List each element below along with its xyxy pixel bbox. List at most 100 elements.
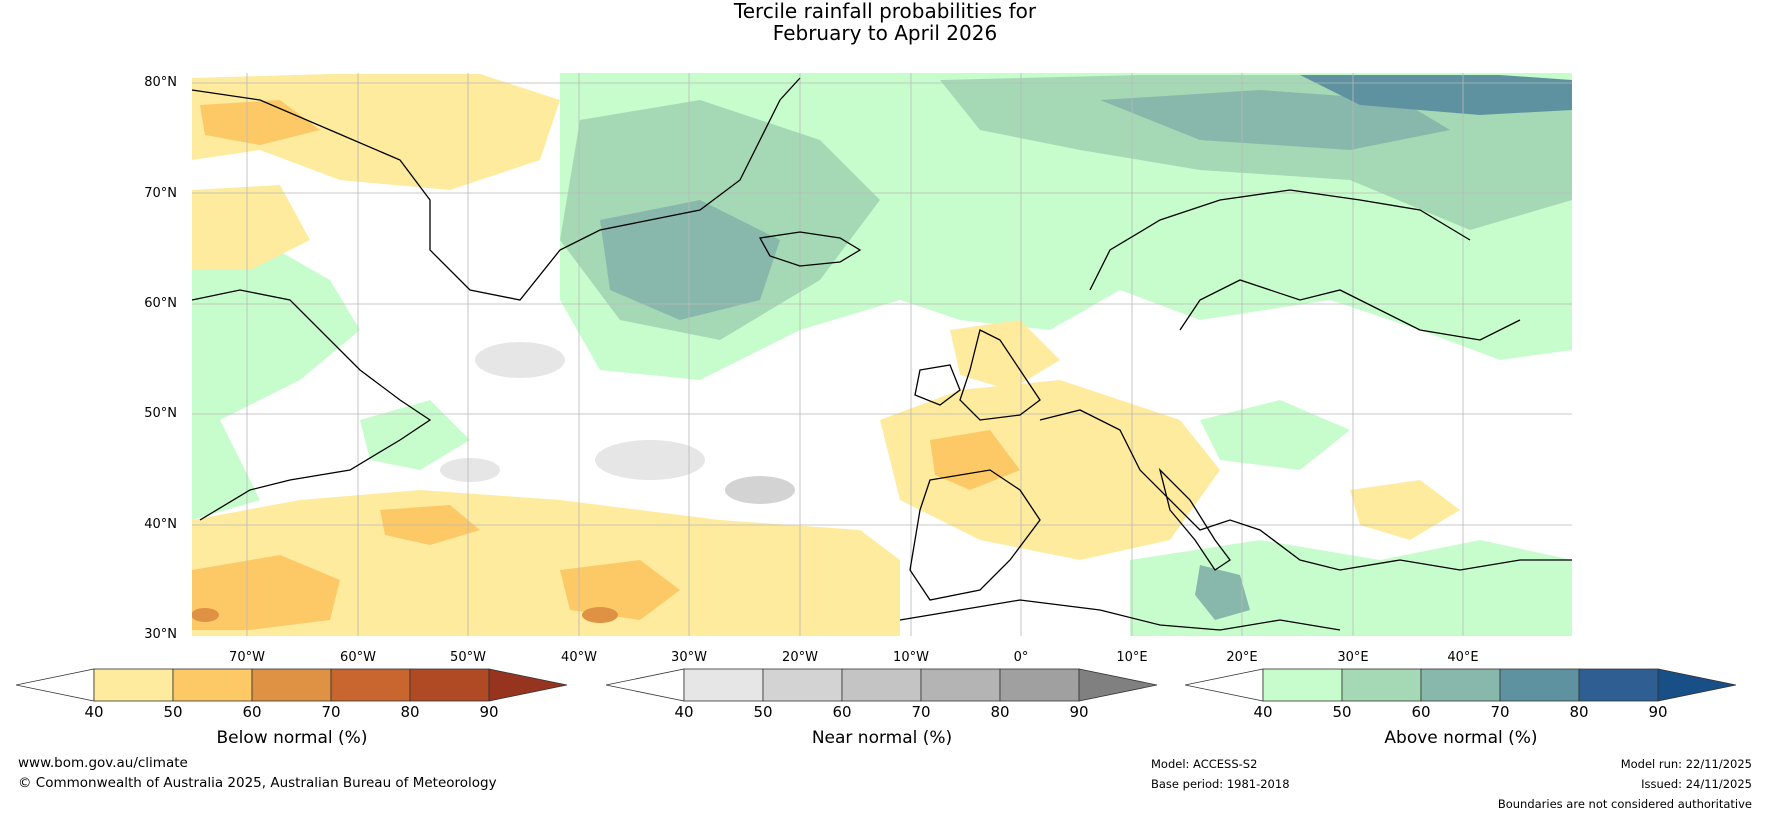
disclaimer-text: Boundaries are not considered authoritat… [1497, 797, 1752, 811]
issued-text: Issued: 24/11/2025 [1641, 777, 1752, 791]
colorbar-segment [1499, 668, 1580, 702]
lon-label: 30°E [1337, 650, 1369, 665]
greenland-coast [191, 77, 801, 301]
colorbar-tick-label: 90 [1069, 703, 1089, 721]
italy-coast [1158, 467, 1231, 571]
lon-label: 40°E [1447, 650, 1479, 665]
colorbar-tick-label: 80 [1569, 703, 1589, 721]
near-normal-region [725, 476, 795, 504]
colorbar-tick-label: 50 [753, 703, 773, 721]
below-normal-region [192, 490, 900, 636]
colorbar-segment [1420, 668, 1501, 702]
lon-label: 10°E [1116, 650, 1148, 665]
website-link[interactable]: www.bom.gov.au/climate [18, 755, 188, 771]
below-normal-region [200, 100, 320, 145]
colorbar-segment [683, 668, 764, 702]
colorbar-segment [1578, 668, 1659, 702]
iceland-coast [758, 231, 862, 267]
colorbar-tick-label: 90 [1648, 703, 1668, 721]
below-normal-region [582, 607, 618, 623]
colorbar-label-below: Below normal (%) [216, 728, 368, 748]
lat-label: 70°N [144, 186, 177, 201]
colorbar-tick-label: 70 [321, 703, 341, 721]
colorbar-segment [409, 668, 490, 702]
colorbar-extend-high [1657, 668, 1737, 702]
colorbar-tick-label: 60 [1411, 703, 1431, 721]
colorbar-tick-label: 60 [242, 703, 262, 721]
colorbar-segment [93, 668, 174, 702]
lon-label: 10°W [893, 650, 929, 665]
colorbar-label-near: Near normal (%) [811, 728, 953, 748]
lon-label: 0° [1013, 650, 1029, 665]
scandinavia-coast [1179, 279, 1521, 341]
above-normal-region [600, 200, 780, 320]
colorbar-segment [1341, 668, 1422, 702]
below-normal-region [192, 555, 340, 630]
near-normal-region [595, 440, 705, 480]
colorbar-tick-label: 90 [479, 703, 499, 721]
lat-label: 30°N [144, 627, 177, 642]
map-title-line1: Tercile rainfall probabilities for [733, 0, 1037, 23]
colorbar-above-normal [1185, 668, 1737, 702]
lon-label: 40°W [561, 650, 597, 665]
below-normal-region [880, 380, 1220, 560]
europe-coast [1039, 409, 1572, 571]
coastlines [191, 77, 1572, 631]
colorbar-extend-low [1185, 668, 1264, 702]
above-normal-region [1200, 400, 1350, 470]
colorbar-segment [762, 668, 843, 702]
base-period-text: Base period: 1981-2018 [1151, 777, 1290, 791]
lon-label: 20°E [1226, 650, 1258, 665]
colorbar-tick-label: 60 [832, 703, 852, 721]
colorbar-tick-label: 70 [911, 703, 931, 721]
colorbar-below-normal [16, 668, 568, 702]
colorbar-label-above: Above normal (%) [1384, 728, 1538, 748]
above-normal-region [192, 240, 360, 520]
lon-label: 60°W [340, 650, 376, 665]
lon-label: 20°W [782, 650, 818, 665]
below-normal-region [560, 560, 680, 620]
below-normal-region [192, 185, 310, 270]
map-title-line2: February to April 2026 [772, 21, 998, 45]
colorbar-segment [841, 668, 922, 702]
near-normal-region [440, 458, 500, 482]
colorbar-extend-low [16, 668, 95, 702]
colorbar-tick-label: 50 [1332, 703, 1352, 721]
copyright-text: © Commonwealth of Australia 2025, Austra… [18, 775, 497, 791]
colorbar-tick-label: 80 [990, 703, 1010, 721]
lon-label: 30°W [671, 650, 707, 665]
africa-coast [899, 599, 1341, 631]
colorbar-segment [920, 668, 1001, 702]
colorbar-extend-high [488, 668, 568, 702]
colorbar-tick-label: 40 [84, 703, 104, 721]
lon-label: 70°W [229, 650, 265, 665]
colorbar-segment [172, 668, 253, 702]
colorbar-tick-label: 80 [400, 703, 420, 721]
below-normal-region [192, 608, 219, 622]
map-gridlines [192, 73, 1572, 636]
colorbar-extend-high [1078, 668, 1158, 702]
colorbar-segment [1262, 668, 1343, 702]
above-normal-region [1195, 565, 1250, 620]
iberia-coast [909, 469, 1041, 601]
model-run-text: Model run: 22/11/2025 [1620, 757, 1752, 771]
lat-label: 40°N [144, 517, 177, 532]
colorbar-segment [999, 668, 1080, 702]
lat-label: 80°N [144, 75, 177, 90]
colorbar-near-normal [606, 668, 1158, 702]
model-text: Model: ACCESS-S2 [1151, 757, 1258, 771]
colorbar-tick-label: 70 [1490, 703, 1510, 721]
lat-label: 60°N [144, 296, 177, 311]
colorbar-tick-label: 50 [163, 703, 183, 721]
ireland-coast [914, 364, 961, 406]
colorbar-segment [330, 668, 411, 702]
near-normal-region [475, 342, 565, 378]
colorbar-tick-label: 40 [674, 703, 694, 721]
lat-label: 50°N [144, 406, 177, 421]
norway-coast [1089, 189, 1471, 291]
above-normal-region [360, 400, 470, 470]
britain-coast [959, 329, 1041, 421]
above-normal-region [1300, 75, 1572, 115]
map-field [192, 73, 1572, 636]
